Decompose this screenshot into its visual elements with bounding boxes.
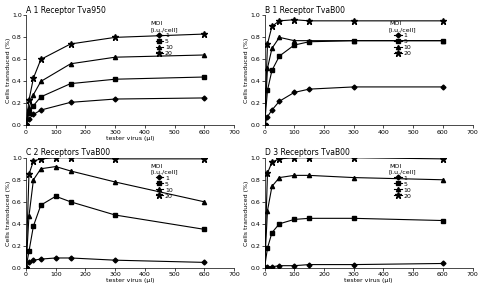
Y-axis label: Cells transduced (%): Cells transduced (%): [5, 180, 11, 246]
X-axis label: tester virus (µl): tester virus (µl): [106, 278, 154, 284]
Text: B 1 Receptor TvaB00: B 1 Receptor TvaB00: [265, 5, 345, 14]
Legend: 1, 5, 10, 20: 1, 5, 10, 20: [150, 21, 179, 57]
X-axis label: tester virus (µl): tester virus (µl): [106, 136, 154, 141]
Y-axis label: Cells transduced (%): Cells transduced (%): [244, 180, 249, 246]
Legend: 1, 5, 10, 20: 1, 5, 10, 20: [388, 21, 417, 57]
X-axis label: tester virus (µl): tester virus (µl): [344, 278, 393, 284]
Y-axis label: Cells transduced (%): Cells transduced (%): [5, 38, 11, 103]
Text: A 1 Receptor Tva950: A 1 Receptor Tva950: [26, 5, 106, 14]
Text: D 3 Receptors TvaB00: D 3 Receptors TvaB00: [265, 148, 349, 157]
Legend: 1, 5, 10, 20: 1, 5, 10, 20: [150, 163, 179, 199]
Text: C 2 Receptors TvaB00: C 2 Receptors TvaB00: [26, 148, 110, 157]
Y-axis label: Cells transduced (%): Cells transduced (%): [244, 38, 249, 103]
Legend: 1, 5, 10, 20: 1, 5, 10, 20: [388, 163, 417, 199]
